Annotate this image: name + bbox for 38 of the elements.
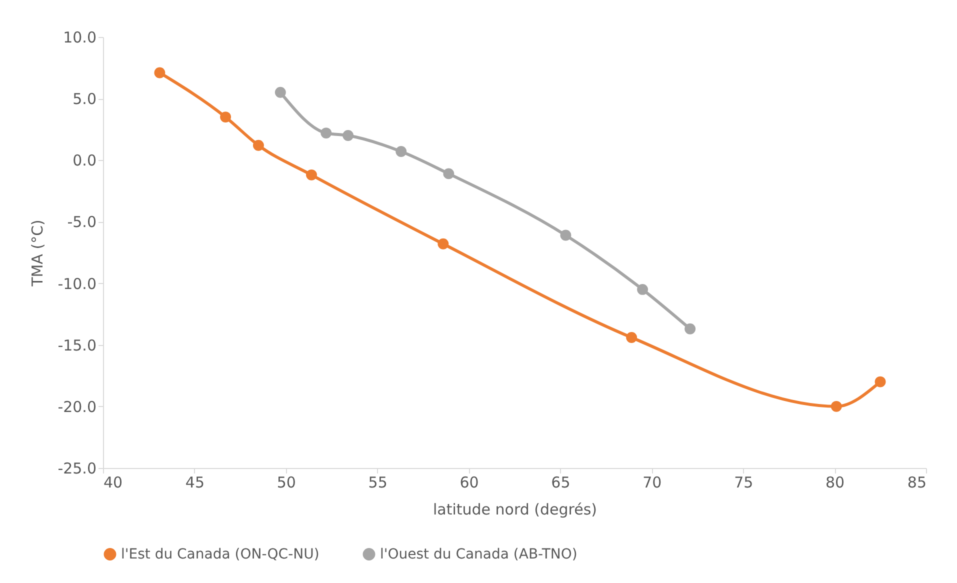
y-tick-label: -25.0 — [58, 460, 96, 478]
y-tick-label: -20.0 — [58, 398, 96, 416]
x-tick-label: 55 — [368, 474, 388, 492]
y-tick-label: -15.0 — [58, 336, 96, 354]
y-tick-label: 0.0 — [72, 152, 96, 170]
point — [874, 376, 886, 388]
x-tick-label: 75 — [734, 474, 754, 492]
x-tick-label: 60 — [460, 474, 479, 492]
x-tick-label: 70 — [642, 474, 662, 492]
x-tick-label: 80 — [826, 474, 845, 492]
point — [443, 168, 454, 180]
x-axis-title: latitude nord (degrés) — [432, 500, 598, 518]
point — [306, 169, 317, 180]
y-tick-label: 10.0 — [63, 28, 96, 46]
y-tick-label: -10.0 — [58, 274, 96, 293]
legend-label: l'Est du Canada (ON-QC-NU) — [121, 546, 320, 562]
point — [342, 130, 354, 141]
point — [220, 112, 232, 123]
point — [252, 140, 264, 151]
point — [684, 323, 696, 334]
x-tick-label: 50 — [276, 474, 296, 492]
point — [830, 400, 842, 412]
x-tick-label: 85 — [907, 474, 926, 492]
point — [637, 284, 648, 295]
legend-label: l'Ouest du Canada (AB-TNO) — [380, 546, 578, 562]
point — [396, 146, 407, 157]
y-axis-title: TMA (°C) — [28, 220, 47, 288]
x-tick-label: 65 — [551, 474, 570, 492]
point — [320, 128, 332, 139]
y-tick-label: -5.0 — [67, 213, 96, 232]
x-tick-label: 45 — [185, 474, 204, 492]
x-tick-label: 40 — [104, 474, 123, 492]
point — [560, 230, 572, 241]
point — [626, 332, 638, 343]
point — [154, 67, 166, 78]
y-tick-label: 5.0 — [72, 90, 96, 108]
point — [438, 238, 449, 250]
point — [274, 86, 286, 98]
